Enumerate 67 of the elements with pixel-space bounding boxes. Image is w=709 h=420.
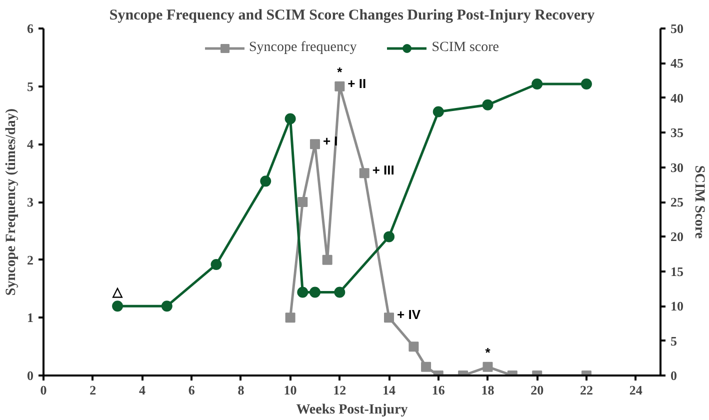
legend-label: Syncope frequency — [249, 40, 357, 56]
point — [284, 113, 296, 124]
point — [384, 231, 395, 242]
point — [384, 312, 394, 323]
x-tick-label: 12 — [333, 382, 346, 398]
chart-title: Syncope Frequency and SCIM Score Changes During Post-Injury Recovery — [109, 8, 596, 24]
x-tick-label: 6 — [188, 382, 196, 398]
y-tick-label: 0 — [27, 368, 34, 383]
y-tick-label: 1 — [27, 310, 34, 326]
annotation: * — [485, 344, 492, 360]
annotation: + I — [322, 134, 338, 149]
x-tick-label: 20 — [530, 382, 544, 398]
x-tick-label: 10 — [284, 382, 297, 398]
point — [482, 99, 494, 110]
point — [161, 300, 172, 312]
y2-tick-label: 20 — [670, 229, 684, 244]
x-tick-label: 8 — [238, 382, 245, 398]
x-tick-label: 24 — [629, 382, 643, 398]
y2-tick-label: 35 — [670, 125, 684, 140]
point — [310, 139, 320, 150]
y2-tick-label: 30 — [670, 160, 684, 175]
y2-tick-label: 10 — [670, 298, 684, 314]
y-tick-label: 5 — [27, 78, 34, 94]
y-tick-label: 4 — [27, 136, 34, 152]
y-tick-label: 3 — [27, 194, 34, 210]
x-tick-label: 18 — [481, 382, 495, 398]
point — [112, 300, 124, 312]
point — [298, 197, 308, 207]
x-tick-label: 14 — [382, 382, 396, 398]
point — [334, 81, 345, 92]
point — [580, 78, 592, 90]
x-axis-title: Weeks Post-Injury — [296, 402, 408, 418]
y2-tick-label: 5 — [670, 333, 678, 348]
x-tick-label: 16 — [432, 382, 446, 398]
y-tick-label: 6 — [27, 21, 34, 36]
point — [421, 362, 432, 372]
y2-tick-label: 40 — [670, 90, 684, 106]
point — [482, 362, 493, 372]
point — [309, 286, 320, 298]
y2-tick-label: 45 — [670, 56, 684, 71]
point — [359, 168, 370, 178]
annotation: + IV — [397, 307, 421, 322]
x-tick-label: 4 — [138, 382, 146, 398]
y2-tick-label: 50 — [670, 21, 684, 36]
x-tick-label: 2 — [90, 382, 96, 398]
x-tick-label: 22 — [580, 382, 593, 398]
point — [432, 106, 444, 118]
annotation: + III — [372, 162, 394, 178]
y2-tick-label: 25 — [670, 194, 684, 210]
annotation: + II — [348, 76, 366, 91]
point — [210, 258, 222, 270]
point — [334, 286, 346, 298]
annotation: △ — [112, 284, 124, 300]
point — [322, 254, 332, 265]
x-tick-label: 0 — [40, 382, 47, 398]
point — [532, 78, 543, 90]
point — [285, 312, 296, 323]
legend-label: SCIM score — [432, 40, 499, 56]
point — [408, 342, 419, 352]
point — [260, 176, 272, 187]
annotation: * — [337, 64, 344, 80]
y-axis-title: Syncope Frequency (times/day) — [4, 108, 19, 296]
y2-axis-title: SCIM Score — [692, 165, 706, 239]
y2-tick-label: 15 — [670, 264, 684, 279]
point — [297, 286, 308, 298]
y-tick-label: 2 — [27, 252, 34, 268]
y2-tick-label: 0 — [670, 368, 677, 383]
